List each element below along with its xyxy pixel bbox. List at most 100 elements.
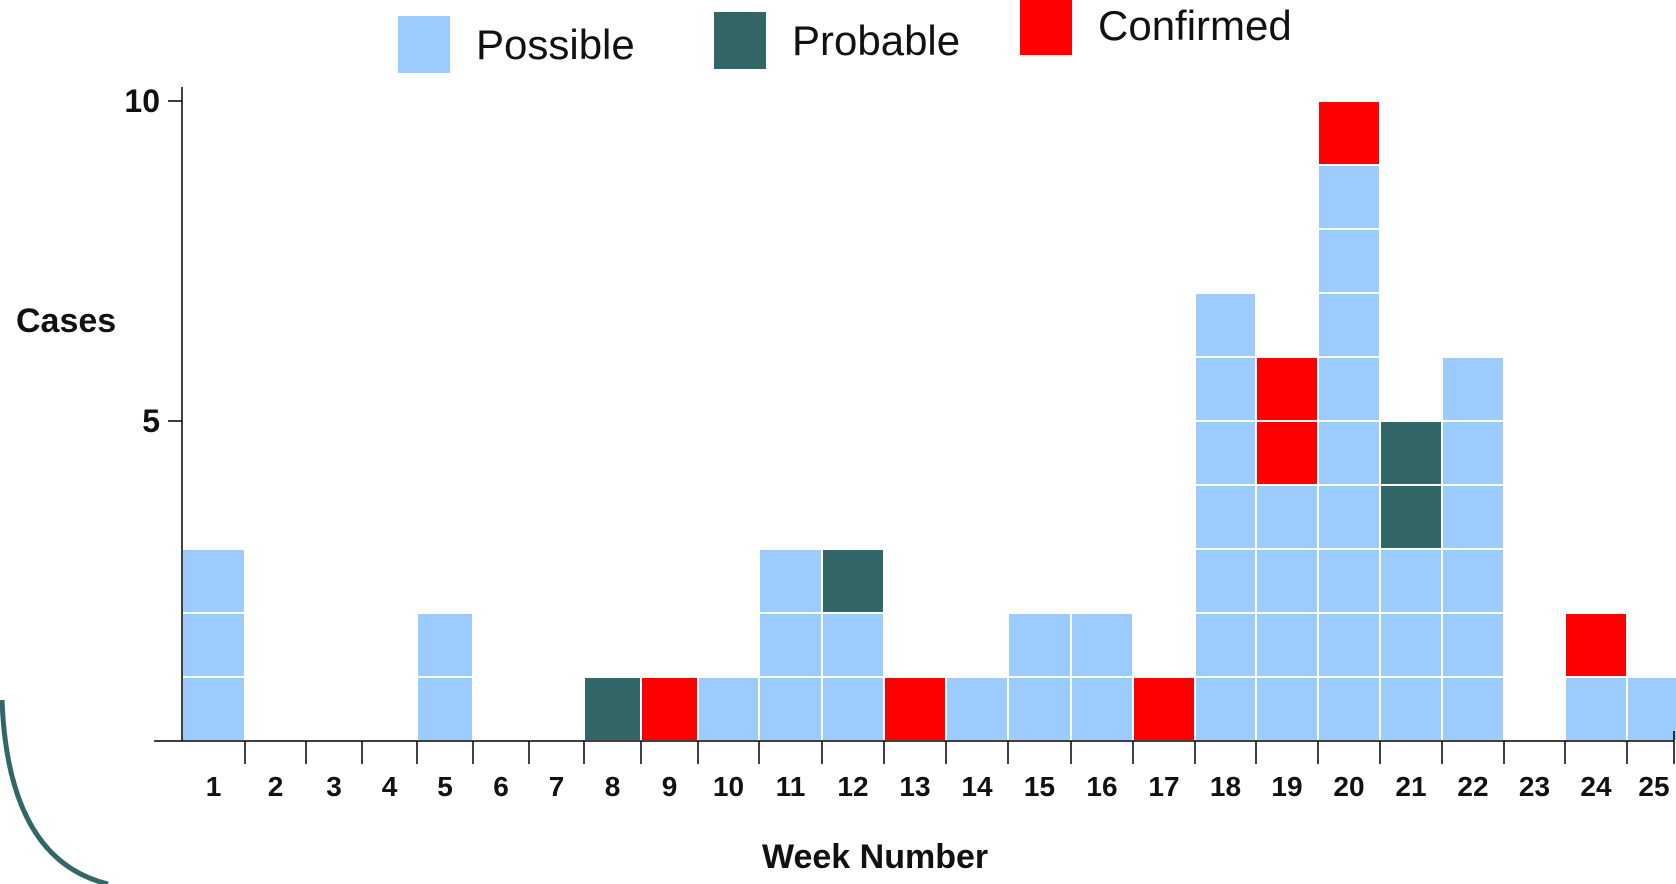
x-tick-label-week-4: 4 <box>382 771 398 802</box>
bar-segment-possible-week-20 <box>1319 358 1379 420</box>
bar-segment-possible-week-20 <box>1319 486 1379 548</box>
legend-item-probable: Probable <box>714 12 960 69</box>
bar-segment-possible-week-20 <box>1319 230 1379 292</box>
legend-item-possible: Possible <box>398 16 635 73</box>
x-tick-label-week-23: 23 <box>1519 771 1550 802</box>
bar-segment-possible-week-20 <box>1319 166 1379 228</box>
x-tick-label-week-6: 6 <box>493 771 509 802</box>
y-axis-title: Cases <box>16 302 117 340</box>
bar-segment-possible-week-21 <box>1381 678 1441 740</box>
bar-segment-possible-week-20 <box>1319 294 1379 356</box>
bar-segment-possible-week-19 <box>1257 486 1317 548</box>
bar-segment-confirmed-week-19 <box>1257 422 1317 484</box>
x-tick-label-week-9: 9 <box>662 771 678 802</box>
bar-segment-possible-week-18 <box>1196 358 1255 420</box>
bar-segment-possible-week-20 <box>1319 550 1379 612</box>
bar-segment-possible-week-20 <box>1319 614 1379 676</box>
bar-segment-possible-week-22 <box>1443 678 1503 740</box>
bar-segment-confirmed-week-19 <box>1257 358 1317 420</box>
legend-swatch-confirmed <box>1020 0 1072 55</box>
bar-segment-possible-week-1 <box>183 614 244 676</box>
bar-segment-possible-week-5 <box>418 678 472 740</box>
bar-segment-probable-week-8 <box>585 678 640 740</box>
x-tick-label-week-25: 25 <box>1638 771 1669 802</box>
bar-segment-possible-week-16 <box>1072 678 1132 740</box>
bar-segment-possible-week-25 <box>1628 678 1676 740</box>
bar-segment-confirmed-week-13 <box>885 678 945 740</box>
bar-segment-possible-week-18 <box>1196 294 1255 356</box>
x-tick-label-week-11: 11 <box>776 771 806 802</box>
bar-segment-possible-week-21 <box>1381 550 1441 612</box>
x-tick-label-week-3: 3 <box>326 771 342 802</box>
x-tick-label-week-14: 14 <box>961 771 993 802</box>
legend-item-confirmed: Confirmed <box>1020 0 1292 55</box>
bar-segment-possible-week-21 <box>1381 614 1441 676</box>
bar-segment-possible-week-12 <box>823 678 883 740</box>
bar-segment-possible-week-16 <box>1072 614 1132 676</box>
bar-segment-possible-week-19 <box>1257 550 1317 612</box>
bar-segment-possible-week-10 <box>699 678 758 740</box>
bar-segment-possible-week-24 <box>1566 678 1626 740</box>
x-tick-label-week-13: 13 <box>899 771 930 802</box>
bar-segment-possible-week-22 <box>1443 422 1503 484</box>
bar-segment-possible-week-12 <box>823 614 883 676</box>
x-tick-label-week-19: 19 <box>1271 771 1302 802</box>
x-tick-label-week-15: 15 <box>1024 771 1055 802</box>
bar-segment-possible-week-22 <box>1443 358 1503 420</box>
y-tick-label-5: 5 <box>142 403 160 439</box>
x-axis-title: Week Number <box>762 838 989 876</box>
legend-label-probable: Probable <box>792 16 961 64</box>
x-tick-label-week-7: 7 <box>549 771 565 802</box>
bar-segment-confirmed-week-24 <box>1566 614 1626 676</box>
bar-segment-probable-week-12 <box>823 550 883 612</box>
decorative-arc <box>0 699 109 884</box>
legend-swatch-probable <box>714 12 766 69</box>
y-axis-ticks: 5 10 <box>124 83 182 439</box>
bar-segment-possible-week-18 <box>1196 550 1255 612</box>
x-tick-label-week-12: 12 <box>837 771 868 802</box>
x-tick-label-week-17: 17 <box>1148 771 1179 802</box>
bar-segment-possible-week-11 <box>760 550 821 612</box>
bar-segment-possible-week-18 <box>1196 422 1255 484</box>
x-tick-label-week-16: 16 <box>1086 771 1117 802</box>
x-tick-label-week-1: 1 <box>206 771 222 802</box>
x-tick-label-week-18: 18 <box>1210 771 1241 802</box>
bar-segment-probable-week-21 <box>1381 486 1441 548</box>
legend-label-confirmed: Confirmed <box>1098 1 1292 49</box>
bar-segment-possible-week-11 <box>760 614 821 676</box>
bar-segment-possible-week-19 <box>1257 678 1317 740</box>
bar-segment-confirmed-week-17 <box>1134 678 1194 740</box>
bar-segment-possible-week-18 <box>1196 678 1255 740</box>
legend-label-possible: Possible <box>476 20 635 68</box>
bar-segment-confirmed-week-9 <box>642 678 697 740</box>
x-axis-ticks: 1 2 3 4 5 6 7 8 9 10 11 12 13 14 15 16 17 18 19 20 21 22 23 24 2… <box>206 731 1675 802</box>
bar-segment-possible-week-15 <box>1009 678 1070 740</box>
bar-segment-possible-week-14 <box>947 678 1007 740</box>
bar-segment-possible-week-11 <box>760 678 821 740</box>
x-tick-label-week-21: 21 <box>1395 771 1426 802</box>
x-tick-label-week-22: 22 <box>1457 771 1488 802</box>
bar-segment-possible-week-20 <box>1319 678 1379 740</box>
y-tick-label-10: 10 <box>124 83 160 119</box>
bar-segment-possible-week-18 <box>1196 614 1255 676</box>
bar-segment-confirmed-week-20 <box>1319 102 1379 164</box>
bar-segment-possible-week-15 <box>1009 614 1070 676</box>
x-tick-label-week-2: 2 <box>268 771 284 802</box>
x-tick-label-week-24: 24 <box>1580 771 1612 802</box>
legend-swatch-possible <box>398 16 450 73</box>
bar-segment-probable-week-21 <box>1381 422 1441 484</box>
bar-segment-possible-week-1 <box>183 678 244 740</box>
bar-segment-possible-week-22 <box>1443 486 1503 548</box>
x-tick-label-week-20: 20 <box>1333 771 1364 802</box>
bar-segment-possible-week-22 <box>1443 614 1503 676</box>
bar-segment-possible-week-18 <box>1196 486 1255 548</box>
decorative-arc-path <box>0 699 109 884</box>
bar-segment-possible-week-19 <box>1257 614 1317 676</box>
x-tick-label-week-8: 8 <box>605 771 621 802</box>
chart-axes <box>154 87 1674 742</box>
bar-segment-possible-week-1 <box>183 550 244 612</box>
bar-segment-possible-week-5 <box>418 614 472 676</box>
bar-segment-possible-week-22 <box>1443 550 1503 612</box>
bar-segment-possible-week-20 <box>1319 422 1379 484</box>
